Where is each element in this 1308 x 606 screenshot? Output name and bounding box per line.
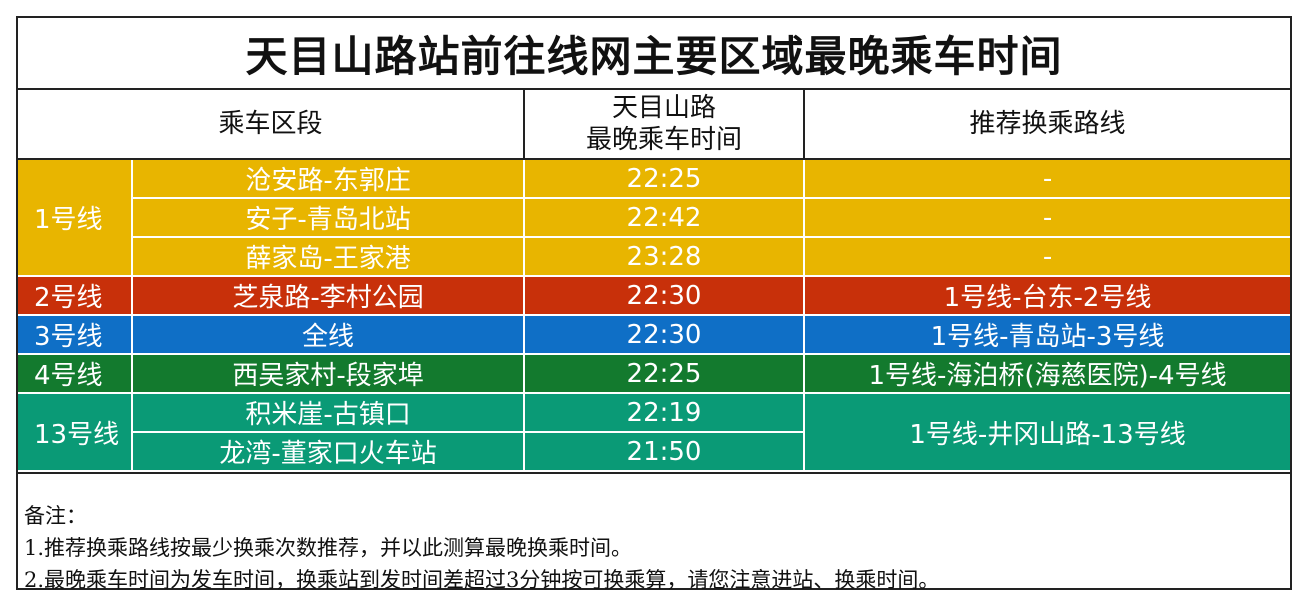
header-last-time: 天目山路 最晚乘车时间 <box>523 90 806 160</box>
schedule-poster: 天目山路站前往线网主要区域最晚乘车时间 乘车区段 天目山路 最晚乘车时间 推荐换… <box>16 16 1292 592</box>
transfer-cell: - <box>803 158 1291 199</box>
line-name-4: 4号线 <box>18 353 133 394</box>
time-cell: 22:42 <box>523 197 806 238</box>
segment-cell: 西吴家村-段家埠 <box>130 353 526 394</box>
transfer-cell: 1号线-台东-2号线 <box>803 275 1291 316</box>
transfer-cell: 1号线-青岛站-3号线 <box>803 314 1291 355</box>
table-row: 1号线 沧安路-东郭庄 22:25 - <box>18 158 1291 277</box>
transfer-cell: 1号线-井冈山路-13号线 <box>803 392 1291 472</box>
header-transfer: 推荐换乘路线 <box>803 90 1291 160</box>
table-row: 龙湾-董家口火车站 21:50 <box>18 431 1290 472</box>
transfer-cell: 1号线-海泊桥(海慈医院)-4号线 <box>803 353 1291 394</box>
time-cell: 22:25 <box>523 353 806 394</box>
time-cell: 22:30 <box>523 314 806 355</box>
line-name-1: 1号线 <box>18 158 133 277</box>
time-cell: 22:19 <box>523 392 806 433</box>
segment-cell: 芝泉路-李村公园 <box>130 275 526 316</box>
transfer-cell: - <box>803 197 1291 238</box>
time-cell: 23:28 <box>523 236 806 277</box>
time-cell: 21:50 <box>523 431 805 472</box>
table-row: 4号线 西吴家村-段家埠 22:25 1号线-海泊桥(海慈医院)-4号线 <box>18 353 1291 394</box>
header-last-time-label: 最晚乘车时间 <box>586 125 743 155</box>
notes-heading: 备注： <box>24 504 87 528</box>
note-item-2: 2.最晚乘车时间为发车时间，换乘站到发时间差超过3分钟按可换乘算，请您注意进站、… <box>24 568 940 592</box>
segment-cell: 薛家岛-王家港 <box>132 236 526 277</box>
notes-section: 备注： 1.推荐换乘路线按最少换乘次数推荐，并以此测算最晚换乘时间。 2.最晚乘… <box>18 472 1290 596</box>
time-cell: 22:30 <box>523 275 806 316</box>
table-row: 安子-青岛北站 22:42 - <box>18 197 1291 238</box>
header-segment: 乘车区段 <box>18 90 526 160</box>
table-row: 3号线 全线 22:30 1号线-青岛站-3号线 <box>18 314 1291 355</box>
segment-cell: 积米崖-古镇口 <box>130 392 526 433</box>
segment-cell: 龙湾-董家口火车站 <box>132 431 526 472</box>
line-name-3: 3号线 <box>18 314 133 355</box>
line-name-13: 13号线 <box>18 392 133 472</box>
page-title: 天目山路站前往线网主要区域最晚乘车时间 <box>18 18 1290 90</box>
segment-cell: 全线 <box>130 314 526 355</box>
segment-cell: 安子-青岛北站 <box>132 197 526 238</box>
table-row: 薛家岛-王家港 23:28 - <box>18 236 1291 277</box>
schedule-table: 乘车区段 天目山路 最晚乘车时间 推荐换乘路线 1号线 沧安路-东郭庄 22:2… <box>18 90 1291 472</box>
line-name-2: 2号线 <box>18 275 133 316</box>
note-item-1: 1.推荐换乘路线按最少换乘次数推荐，并以此测算最晚换乘时间。 <box>24 536 633 560</box>
time-cell: 22:25 <box>523 158 806 199</box>
segment-cell: 沧安路-东郭庄 <box>130 158 526 199</box>
table-row: 2号线 芝泉路-李村公园 22:30 1号线-台东-2号线 <box>18 275 1291 316</box>
header-row: 乘车区段 天目山路 最晚乘车时间 推荐换乘路线 <box>18 90 1291 160</box>
header-last-time-station: 天目山路 <box>612 93 717 123</box>
table-row: 13号线 积米崖-古镇口 22:19 1号线-井冈山路-13号线 <box>18 392 1291 472</box>
transfer-cell: - <box>803 236 1291 277</box>
